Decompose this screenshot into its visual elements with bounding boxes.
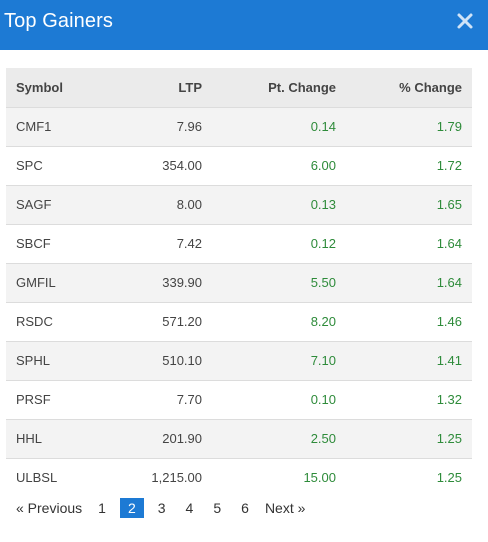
cell-pt-change: 0.13 <box>310 197 336 212</box>
cell-pt-change: 0.12 <box>310 236 336 251</box>
cell-symbol[interactable]: ULBSL <box>16 470 58 486</box>
column-header-ltp[interactable]: LTP <box>178 79 202 95</box>
modal-header: Top Gainers <box>0 0 488 50</box>
cell-ltp: 510.10 <box>162 353 202 368</box>
cell-pct-change: 1.79 <box>436 119 462 134</box>
close-button[interactable] <box>456 12 474 30</box>
table-row[interactable]: SPHL 510.10 7.10 1.41 <box>6 341 472 380</box>
cell-ltp: 7.70 <box>176 392 202 407</box>
table-row[interactable]: SBCF 7.42 0.12 1.64 <box>6 224 472 263</box>
cell-pt-change: 7.10 <box>310 353 336 368</box>
cell-symbol[interactable]: GMFIL <box>16 275 56 290</box>
cell-pct-change: 1.65 <box>436 197 462 212</box>
table-row[interactable]: PRSF 7.70 0.10 1.32 <box>6 380 472 419</box>
next-page-link[interactable]: Next » <box>264 500 306 516</box>
cell-pt-change: 8.20 <box>310 314 336 329</box>
page-link-6[interactable]: 6 <box>241 500 249 516</box>
cell-pt-change: 0.14 <box>310 119 336 134</box>
cell-symbol[interactable]: PRSF <box>16 392 51 407</box>
column-header-pt-change[interactable]: Pt. Change <box>268 79 336 95</box>
table-header-row: Symbol LTP Pt. Change % Change <box>6 68 472 107</box>
table-row[interactable]: CMF1 7.96 0.14 1.79 <box>6 107 472 146</box>
cell-ltp: 571.20 <box>162 314 202 329</box>
cell-pct-change: 1.25 <box>436 431 462 446</box>
cell-ltp: 339.90 <box>162 275 202 290</box>
cell-pct-change: 1.32 <box>436 392 462 407</box>
page-link-4[interactable]: 4 <box>185 500 194 516</box>
cell-pct-change: 1.46 <box>436 314 462 329</box>
cell-symbol[interactable]: RSDC <box>16 314 53 329</box>
cell-ltp: 8.00 <box>176 197 202 212</box>
cell-symbol[interactable]: SPHL <box>16 353 50 368</box>
table-row[interactable]: SPC 354.00 6.00 1.72 <box>6 146 472 185</box>
cell-symbol[interactable]: SPC <box>16 158 43 173</box>
column-header-pct-change[interactable]: % Change <box>399 79 462 95</box>
cell-symbol[interactable]: SBCF <box>16 236 51 251</box>
cell-pct-change: 1.72 <box>436 158 462 173</box>
column-header-symbol[interactable]: Symbol <box>16 79 63 95</box>
page-link-1[interactable]: 1 <box>98 500 106 516</box>
table-row[interactable]: SAGF 8.00 0.13 1.65 <box>6 185 472 224</box>
cell-pct-change: 1.25 <box>436 470 462 486</box>
cell-symbol[interactable]: SAGF <box>16 197 52 212</box>
modal-title: Top Gainers <box>4 10 113 32</box>
cell-pt-change: 5.50 <box>310 275 336 290</box>
cell-pt-change: 2.50 <box>310 431 336 446</box>
table-row[interactable]: ULBSL 1,215.00 15.00 1.25 <box>6 458 472 497</box>
cell-pct-change: 1.41 <box>436 353 462 368</box>
cell-ltp: 354.00 <box>162 158 202 173</box>
page-link-3[interactable]: 3 <box>157 500 166 516</box>
cell-ltp: 201.90 <box>162 431 202 446</box>
gainers-table: Symbol LTP Pt. Change % Change CMF1 7.96… <box>6 68 472 497</box>
table-row[interactable]: RSDC 571.20 8.20 1.46 <box>6 302 472 341</box>
close-icon <box>457 13 473 29</box>
cell-ltp: 7.42 <box>176 236 202 251</box>
table-row[interactable]: GMFIL 339.90 5.50 1.64 <box>6 263 472 302</box>
cell-ltp: 7.96 <box>176 119 202 134</box>
cell-pct-change: 1.64 <box>436 275 462 290</box>
cell-pct-change: 1.64 <box>436 236 462 251</box>
cell-ltp: 1,215.00 <box>151 470 202 486</box>
cell-pt-change: 0.10 <box>310 392 336 407</box>
pagination: « Previous 1 2 3 4 5 6 Next » <box>10 497 311 519</box>
table-row[interactable]: HHL 201.90 2.50 1.25 <box>6 419 472 458</box>
page-link-2-current[interactable]: 2 <box>119 498 144 518</box>
previous-page-link[interactable]: « Previous <box>16 500 83 516</box>
cell-pt-change: 15.00 <box>303 470 336 486</box>
cell-symbol[interactable]: HHL <box>16 431 43 446</box>
page-link-5[interactable]: 5 <box>213 500 222 516</box>
cell-pt-change: 6.00 <box>310 158 336 173</box>
cell-symbol[interactable]: CMF1 <box>16 119 52 134</box>
